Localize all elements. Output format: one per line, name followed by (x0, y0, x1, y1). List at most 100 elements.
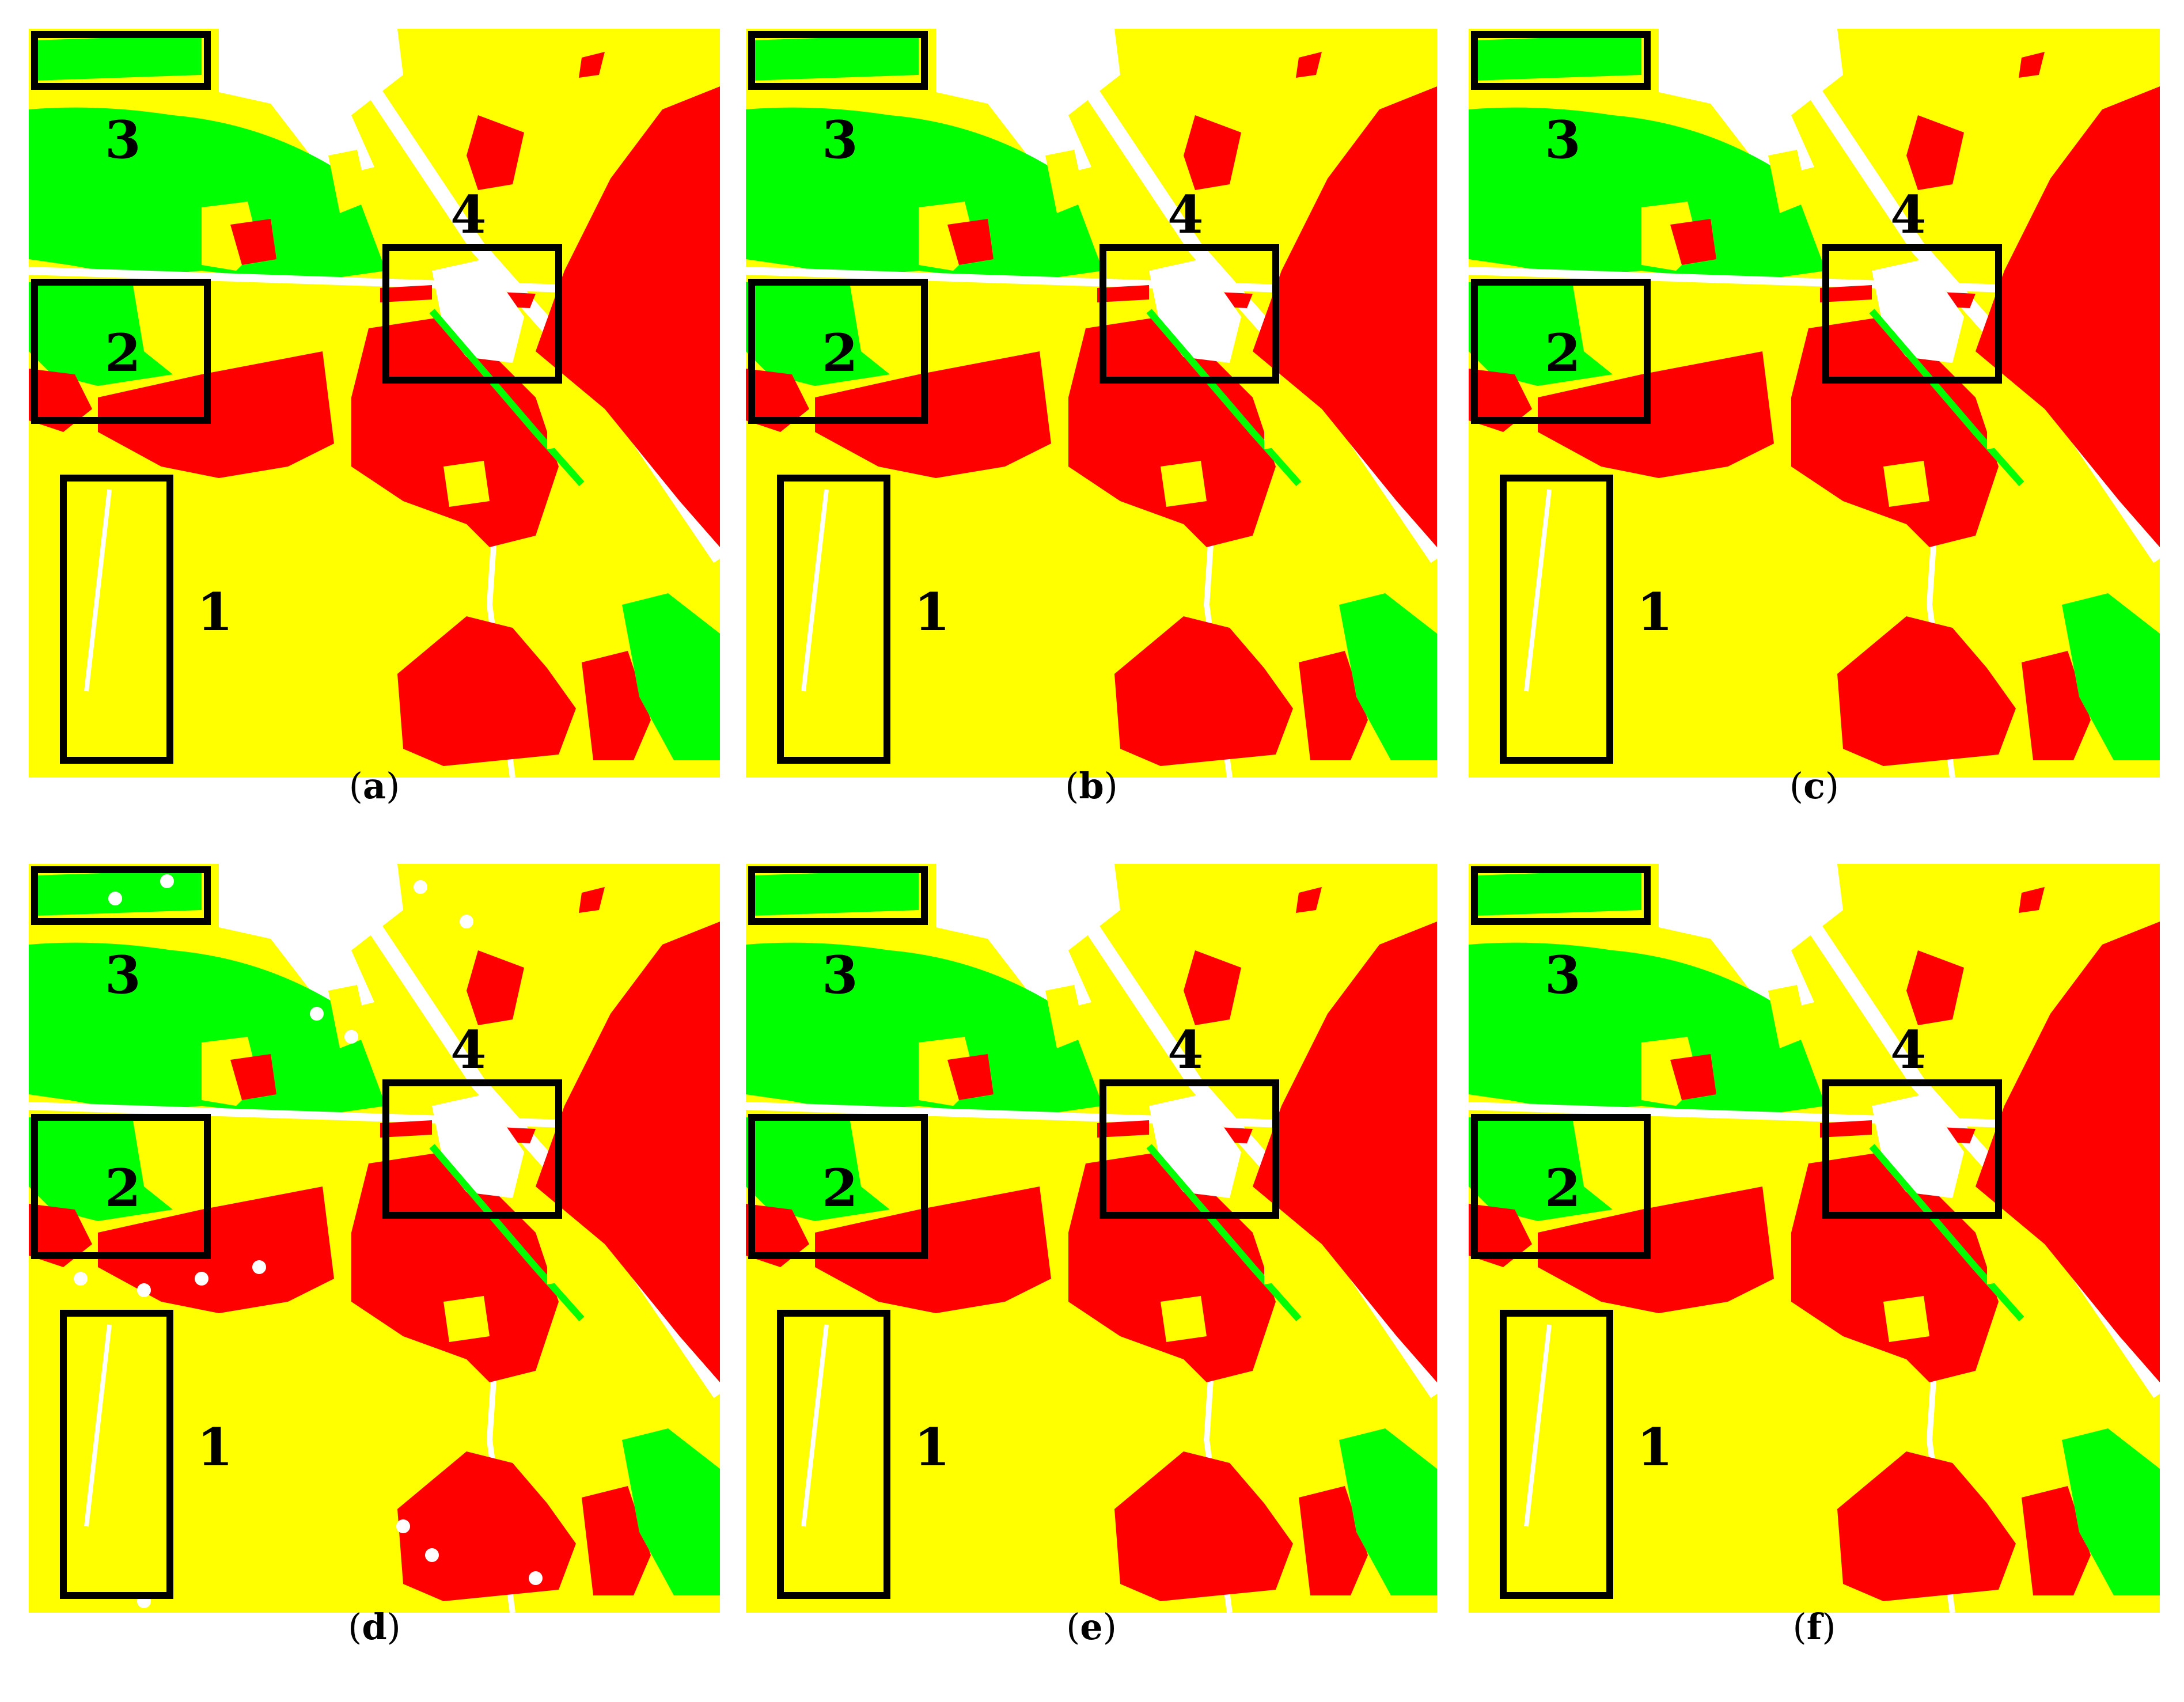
region-label: 1 (914, 1417, 950, 1478)
region-label: 2 (822, 1158, 858, 1219)
noise-speck (310, 1007, 324, 1021)
red-region-left (815, 351, 1051, 478)
red-region-right (536, 86, 720, 547)
yellow-patch (1607, 1123, 1653, 1210)
caption-letter: d (362, 1606, 387, 1648)
green-region-3 (1469, 942, 1826, 1117)
yellow-patch (1883, 1296, 1929, 1342)
yellow-patch (1161, 461, 1207, 507)
red-patch (230, 219, 276, 265)
green-region-3 (746, 942, 1103, 1117)
region-label: 4 (1890, 184, 1927, 245)
noise-speck (396, 1519, 410, 1533)
red-patch (2019, 52, 2045, 78)
red-patch (230, 1054, 276, 1100)
red-patch (1296, 887, 1322, 913)
map-panel-e: 1 2 3 4 (746, 864, 1437, 1613)
green-strip-top (752, 35, 919, 81)
clearing-area (219, 29, 403, 179)
region-label: 4 (1167, 184, 1204, 245)
red-patch (1670, 1054, 1716, 1100)
clearing-area (219, 864, 403, 1014)
region-box-3 (1471, 31, 1651, 90)
yellow-patch (1768, 985, 1808, 1048)
red-region-center (351, 317, 559, 547)
red-region-bottom (1837, 616, 2016, 766)
noise-speck (310, 909, 324, 923)
region-box-1 (60, 475, 173, 764)
caption-close-paren: ) (386, 1606, 401, 1648)
noise-speck (74, 1272, 88, 1286)
red-region-bottom (1837, 1451, 2016, 1601)
red-region-center (1068, 1152, 1276, 1382)
yellow-patch (1987, 415, 2022, 449)
map-panel-c: 1 2 3 4 (1469, 29, 2160, 778)
region-label: 1 (1637, 1417, 1673, 1478)
region-label: 4 (1890, 1019, 1927, 1081)
green-region-3 (1469, 107, 1826, 282)
clearing-area (1659, 29, 1843, 179)
region-box-2 (31, 279, 211, 424)
red-patch (1906, 115, 1964, 190)
region-label: 2 (105, 323, 141, 384)
region-label: 2 (1545, 323, 1581, 384)
red-patch (947, 1054, 994, 1100)
yellow-patch (443, 461, 490, 507)
red-region-left (1538, 351, 1774, 478)
region-box-3 (31, 31, 211, 90)
region-label: 1 (914, 582, 950, 643)
road (1524, 489, 1552, 692)
road (801, 1324, 829, 1527)
red-region-left-edge (746, 369, 809, 432)
region-label: 2 (822, 323, 858, 384)
red-region-bottom-right (2022, 1486, 2091, 1595)
caption-open-paren: ( (348, 765, 363, 807)
red-region-center (351, 1152, 559, 1382)
green-strip-top (1474, 870, 1641, 916)
red-region-center (1791, 317, 1999, 547)
region-box-2 (748, 1114, 928, 1259)
panel-caption-a: (a) (29, 765, 720, 807)
region-box-2 (1471, 279, 1651, 424)
panel-caption-f: (f) (1469, 1606, 2160, 1648)
panel-caption-b: (b) (746, 765, 1437, 807)
green-strip-top (35, 35, 202, 81)
caption-letter: a (362, 765, 386, 807)
yellow-patch (167, 1123, 213, 1210)
caption-close-paren: ) (386, 765, 400, 807)
yellow-patch (1987, 1250, 2022, 1284)
green-region-bottom (1339, 593, 1437, 760)
yellow-patch (1045, 150, 1086, 213)
noise-speck (195, 1272, 208, 1286)
yellow-patch (328, 150, 369, 213)
caption-close-paren: ) (1825, 765, 1840, 807)
red-region-bottom (397, 616, 576, 766)
yellow-patch (1883, 461, 1929, 507)
green-region-bottom (1339, 1428, 1437, 1595)
red-bar (1097, 1120, 1149, 1138)
yellow-patch (547, 415, 582, 449)
yellow-patch (547, 1250, 582, 1284)
green-region-bottom (622, 1428, 720, 1595)
red-region-bottom-right (582, 1486, 651, 1595)
region-box-1 (60, 1310, 173, 1599)
green-region-2 (746, 1117, 890, 1221)
red-patch (1670, 219, 1716, 265)
red-region-bottom (397, 1451, 576, 1601)
red-region-center (1068, 317, 1276, 547)
region-label: 1 (197, 582, 233, 643)
region-box-2 (748, 279, 928, 424)
yellow-patch (884, 1123, 930, 1210)
region-box-2 (1471, 1114, 1651, 1259)
red-bar (1820, 1120, 1872, 1138)
region-label: 2 (1545, 1158, 1581, 1219)
red-region-bottom (1114, 616, 1293, 766)
region-box-1 (777, 475, 890, 764)
red-region-right (536, 922, 720, 1382)
yellow-patch (443, 1296, 490, 1342)
noise-speck (160, 874, 174, 888)
caption-open-paren: ( (1066, 1606, 1080, 1648)
map-panel-d: 1 2 3 4 (29, 864, 720, 1613)
red-bar (1097, 285, 1149, 302)
region-box-4 (382, 244, 562, 384)
